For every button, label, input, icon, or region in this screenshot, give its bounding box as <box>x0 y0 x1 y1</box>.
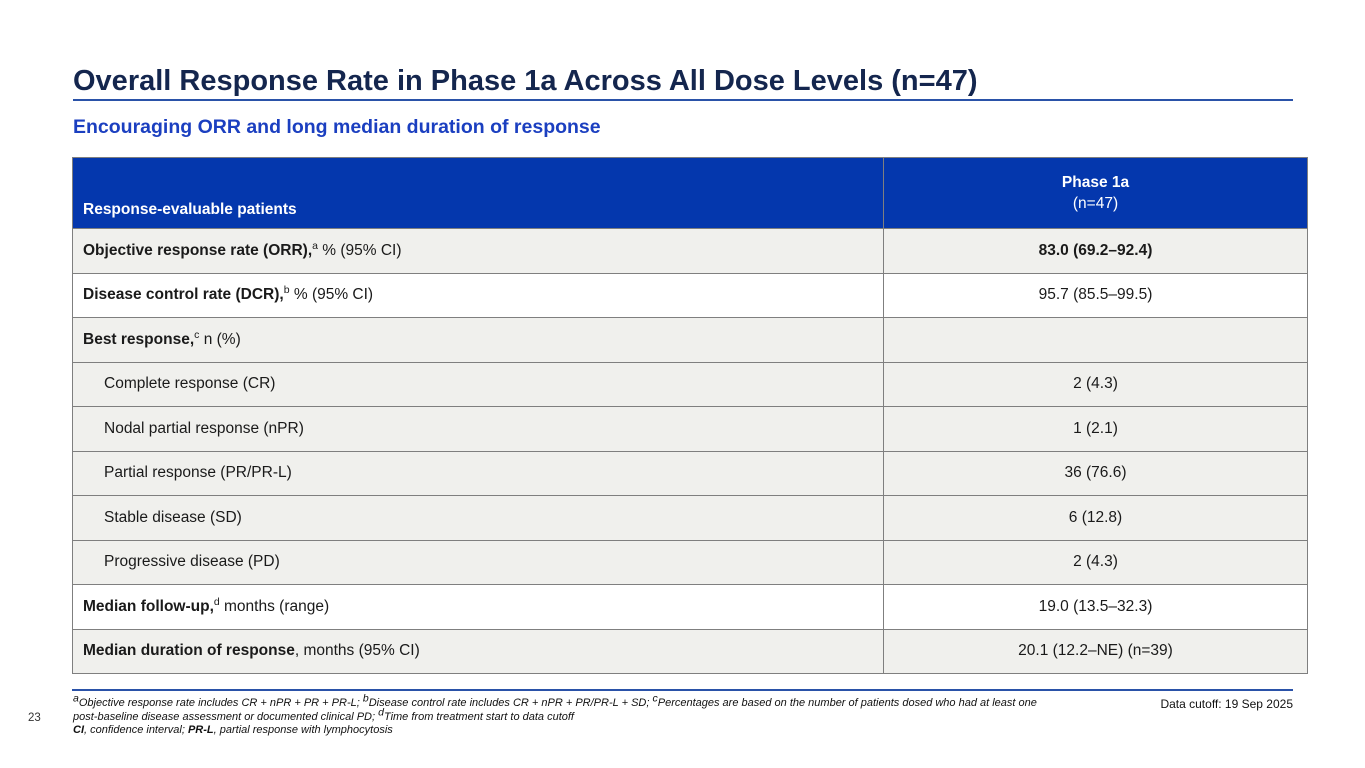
table-row: Median duration of response, months (95%… <box>72 628 1308 674</box>
row-value: 2 (4.3) <box>883 361 1308 407</box>
row-label: Best response,c n (%) <box>72 317 884 363</box>
slide-subtitle: Encouraging ORR and long median duration… <box>73 116 601 138</box>
row-label: Median follow-up,d months (range) <box>72 584 884 630</box>
row-label: Stable disease (SD) <box>72 495 884 541</box>
table-row: Disease control rate (DCR),b % (95% CI) 9… <box>72 272 1308 318</box>
footnote-divider <box>72 689 1293 691</box>
phase-n: (n=47) <box>1072 195 1119 212</box>
table-header-label: Response-evaluable patients <box>72 157 884 229</box>
row-value: 6 (12.8) <box>883 495 1308 541</box>
row-label: Objective response rate (ORR),a % (95% C… <box>72 228 884 274</box>
row-label: Median duration of response, months (95%… <box>72 628 884 674</box>
row-value: 20.1 (12.2–NE) (n=39) <box>883 628 1308 674</box>
page-number: 23 <box>28 712 41 724</box>
page-title: Overall Response Rate in Phase 1a Across… <box>73 65 978 98</box>
data-cutoff-label: Data cutoff: 19 Sep 2025 <box>1160 697 1293 711</box>
row-value: 83.0 (69.2–92.4) <box>883 228 1308 274</box>
row-label: Partial response (PR/PR-L) <box>72 450 884 496</box>
row-value: 2 (4.3) <box>883 539 1308 585</box>
response-table: Response-evaluable patients Phase 1a (n=… <box>72 157 1308 674</box>
table-row: Stable disease (SD) 6 (12.8) <box>72 495 1308 541</box>
row-label: Complete response (CR) <box>72 361 884 407</box>
footnote-line2: post-baseline disease assessment or docu… <box>73 705 574 723</box>
footnotes: aObjective response rate includes CR + n… <box>73 692 1083 738</box>
table-header-phase: Phase 1a (n=47) <box>883 157 1308 229</box>
table-row: Progressive disease (PD) 2 (4.3) <box>72 539 1308 585</box>
table-body: Objective response rate (ORR),a % (95% C… <box>72 228 1308 674</box>
table-header-row: Response-evaluable patients Phase 1a (n=… <box>72 157 1308 229</box>
row-value <box>883 317 1308 363</box>
row-value: 95.7 (85.5–99.5) <box>883 272 1308 318</box>
row-label: Progressive disease (PD) <box>72 539 884 585</box>
table-row: Best response,c n (%) <box>72 317 1308 363</box>
phase-label: Phase 1a <box>1061 174 1130 191</box>
table-row: Median follow-up,d months (range) 19.0 (1… <box>72 584 1308 630</box>
table-row: Partial response (PR/PR-L) 36 (76.6) <box>72 450 1308 496</box>
table-row: Objective response rate (ORR),a % (95% C… <box>72 228 1308 274</box>
row-label: Nodal partial response (nPR) <box>72 406 884 452</box>
row-value: 19.0 (13.5–32.3) <box>883 584 1308 630</box>
row-value: 36 (76.6) <box>883 450 1308 496</box>
footnote-line3: CI, confidence interval; PR-L, partial r… <box>73 724 393 736</box>
table-row: Nodal partial response (nPR) 1 (2.1) <box>72 406 1308 452</box>
title-divider <box>73 99 1293 101</box>
row-value: 1 (2.1) <box>883 406 1308 452</box>
footnote-line1: aObjective response rate includes CR + n… <box>73 692 1037 709</box>
table-row: Complete response (CR) 2 (4.3) <box>72 361 1308 407</box>
row-label: Disease control rate (DCR),b % (95% CI) <box>72 272 884 318</box>
